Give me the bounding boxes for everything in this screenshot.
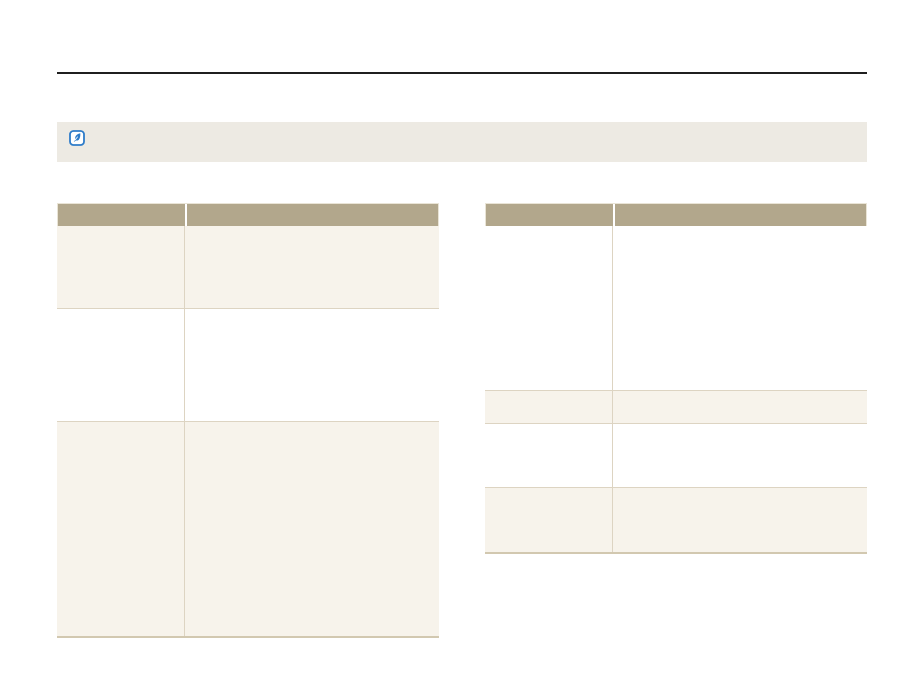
row-separator xyxy=(485,423,867,424)
table-row xyxy=(57,226,439,308)
row-separator xyxy=(485,390,867,391)
row-separator xyxy=(57,308,439,309)
table-bottom-border xyxy=(485,552,867,554)
spec-table-left xyxy=(57,203,439,638)
header-cell-label xyxy=(485,204,613,226)
header-cell-label xyxy=(57,204,185,226)
table-header-row xyxy=(57,203,439,226)
table-row xyxy=(485,424,867,487)
table-bottom-border xyxy=(57,636,439,638)
table-row xyxy=(485,226,867,390)
table-row xyxy=(57,309,439,421)
table-header-row xyxy=(485,203,867,226)
column-divider xyxy=(184,226,185,636)
header-column-gap xyxy=(613,204,615,226)
note-callout-box xyxy=(57,122,867,162)
header-cell-value xyxy=(187,204,439,226)
header-cell-value xyxy=(615,204,867,226)
row-separator xyxy=(485,487,867,488)
row-separator xyxy=(57,421,439,422)
table-row xyxy=(485,488,867,552)
spec-table-right xyxy=(485,203,867,554)
pen-note-icon xyxy=(69,130,85,146)
header-column-gap xyxy=(185,204,187,226)
column-divider xyxy=(612,226,613,552)
table-row xyxy=(485,391,867,423)
table-row xyxy=(57,422,439,636)
header-rule xyxy=(57,72,867,74)
